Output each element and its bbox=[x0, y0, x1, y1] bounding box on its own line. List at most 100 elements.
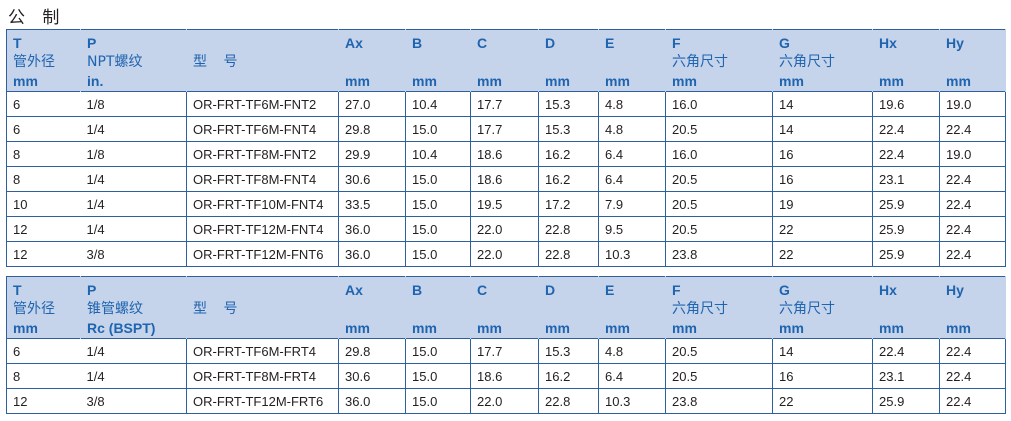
section-title: 公 制 bbox=[8, 8, 66, 28]
table-cell: 33.5 bbox=[338, 191, 406, 217]
header-label: 六角尺寸 bbox=[779, 54, 835, 70]
table-row: 12 1/4 OR-FRT-TF12M-FNT4 36.0 15.0 22.0 22.8 9.… bbox=[6, 216, 1006, 242]
header-symbol: E bbox=[605, 282, 615, 298]
table-cell: 6.4 bbox=[598, 141, 666, 167]
table-cell: 22.4 bbox=[939, 191, 1006, 217]
table-cell: 23.8 bbox=[665, 388, 773, 414]
table-cell: 20.5 bbox=[665, 216, 773, 242]
column-header: Ax mm bbox=[338, 276, 406, 339]
header-label bbox=[879, 53, 939, 72]
table-cell: OR-FRT-TF8M-FRT4 bbox=[186, 363, 339, 389]
table-cell: 12 bbox=[6, 241, 81, 267]
table-cell: OR-FRT-TF8M-FNT4 bbox=[186, 166, 339, 192]
table-cell: 18.6 bbox=[470, 141, 539, 167]
header-label: 型 号 bbox=[193, 54, 244, 70]
table-cell: 1/4 bbox=[80, 191, 187, 217]
table-cell: 22.0 bbox=[470, 241, 539, 267]
table-cell: 23.1 bbox=[872, 363, 940, 389]
header-unit: mm bbox=[879, 73, 904, 89]
header-label bbox=[605, 300, 665, 319]
table-cell: 1/4 bbox=[80, 166, 187, 192]
table-cell: 22.4 bbox=[939, 166, 1006, 192]
header-symbol: F bbox=[672, 35, 681, 51]
table-cell: 15.0 bbox=[405, 388, 471, 414]
column-header: T 管外径 mm bbox=[6, 276, 81, 339]
table-cell: 27.0 bbox=[338, 91, 406, 117]
header-symbol: C bbox=[477, 282, 488, 298]
table-cell: OR-FRT-TF10M-FNT4 bbox=[186, 191, 339, 217]
table-row: 6 1/4 OR-FRT-TF6M-FNT4 29.8 15.0 17.7 15.3 4.8 2… bbox=[6, 116, 1006, 142]
column-header: F 六角尺寸 mm bbox=[665, 276, 773, 339]
table-cell: 22.4 bbox=[939, 388, 1006, 414]
header-symbol: Ax bbox=[345, 282, 363, 298]
table-cell: 29.8 bbox=[338, 116, 406, 142]
table-cell: 17.7 bbox=[470, 338, 539, 364]
header-label bbox=[412, 300, 470, 319]
table-cell: 18.6 bbox=[470, 166, 539, 192]
table-cell: 8 bbox=[6, 141, 81, 167]
table-cell: 22.8 bbox=[538, 388, 599, 414]
header-label: 六角尺寸 bbox=[672, 54, 728, 70]
header-unit: mm bbox=[412, 320, 437, 336]
header-symbol bbox=[193, 34, 338, 53]
table-cell: 10.4 bbox=[405, 141, 471, 167]
table-cell: 25.9 bbox=[872, 216, 940, 242]
header-symbol: D bbox=[545, 35, 556, 51]
table-cell: 22 bbox=[772, 216, 873, 242]
table-cell: 1/8 bbox=[80, 91, 187, 117]
table-cell: 10.4 bbox=[405, 91, 471, 117]
table-cell: 20.5 bbox=[665, 166, 773, 192]
table-cell: 12 bbox=[6, 388, 81, 414]
header-symbol: B bbox=[412, 35, 423, 51]
table-cell: 29.9 bbox=[338, 141, 406, 167]
header-label bbox=[879, 300, 939, 319]
table-cell: 16 bbox=[772, 363, 873, 389]
header-unit: mm bbox=[779, 73, 804, 89]
table-cell: 14 bbox=[772, 116, 873, 142]
table-cell: 15.3 bbox=[538, 91, 599, 117]
header-unit: mm bbox=[345, 320, 370, 336]
table-cell: 16.2 bbox=[538, 141, 599, 167]
header-symbol: Hx bbox=[879, 35, 897, 51]
table-body: 6 1/4 OR-FRT-TF6M-FRT4 29.8 15.0 17.7 15.3 4.8 2… bbox=[6, 338, 1006, 414]
column-header: Hx mm bbox=[872, 276, 940, 339]
table-cell: 16 bbox=[772, 141, 873, 167]
header-symbol: G bbox=[779, 282, 790, 298]
column-header: Hx mm bbox=[872, 29, 940, 92]
table-cell: OR-FRT-TF12M-FRT6 bbox=[186, 388, 339, 414]
table-cell: 19 bbox=[772, 191, 873, 217]
header-unit: mm bbox=[13, 73, 38, 89]
table-cell: 19.5 bbox=[470, 191, 539, 217]
table-cell: 1/4 bbox=[80, 338, 187, 364]
table-row: 8 1/4 OR-FRT-TF8M-FRT4 30.6 15.0 18.6 16.2 6.4 2… bbox=[6, 363, 1006, 389]
table-cell: 15.0 bbox=[405, 241, 471, 267]
table-cell: OR-FRT-TF6M-FRT4 bbox=[186, 338, 339, 364]
header-label bbox=[545, 53, 598, 72]
header-unit bbox=[193, 72, 338, 91]
header-label bbox=[412, 53, 470, 72]
header-symbol: P bbox=[87, 35, 97, 51]
table-cell: 18.6 bbox=[470, 363, 539, 389]
header-symbol: Hx bbox=[879, 282, 897, 298]
header-symbol: G bbox=[779, 35, 790, 51]
header-unit: mm bbox=[879, 320, 904, 336]
table-row: 10 1/4 OR-FRT-TF10M-FNT4 33.5 15.0 19.5 17.2 7.… bbox=[6, 191, 1006, 217]
table-cell: 20.5 bbox=[665, 116, 773, 142]
header-symbol bbox=[193, 281, 338, 300]
table-cell: 22.4 bbox=[939, 116, 1006, 142]
table-cell: 23.8 bbox=[665, 241, 773, 267]
column-header: F 六角尺寸 mm bbox=[665, 29, 773, 92]
table-row: 12 3/8 OR-FRT-TF12M-FRT6 36.0 15.0 22.0 22.8 10… bbox=[6, 388, 1006, 414]
table-cell: OR-FRT-TF8M-FNT2 bbox=[186, 141, 339, 167]
header-symbol: T bbox=[13, 282, 22, 298]
table-cell: 6 bbox=[6, 116, 81, 142]
header-label bbox=[477, 300, 538, 319]
header-unit: mm bbox=[545, 73, 570, 89]
table-cell: 4.8 bbox=[598, 116, 666, 142]
table-cell: 25.9 bbox=[872, 241, 940, 267]
table-cell: 30.6 bbox=[338, 363, 406, 389]
table-cell: 7.9 bbox=[598, 191, 666, 217]
header-unit: Rc (BSPT) bbox=[87, 320, 156, 336]
